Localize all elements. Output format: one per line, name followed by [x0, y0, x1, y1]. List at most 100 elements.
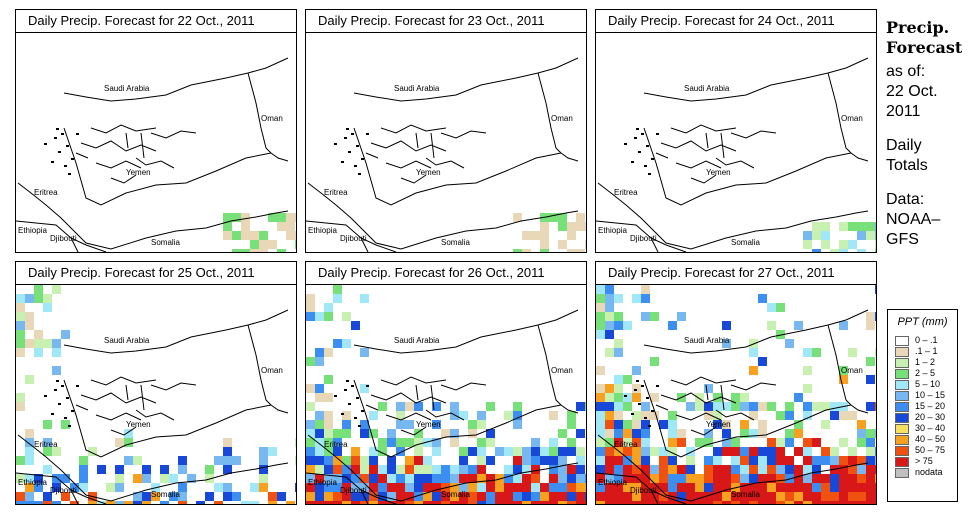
boundary-line — [596, 472, 667, 504]
precip-cell — [866, 312, 875, 321]
precip-cell — [306, 492, 315, 501]
boundary-line — [307, 434, 359, 478]
precip-cell — [794, 474, 803, 483]
precip-cell — [306, 312, 315, 321]
precip-cell — [549, 474, 558, 483]
precip-cell — [803, 456, 812, 465]
precip-cell — [450, 402, 459, 411]
precip-cell — [450, 483, 459, 492]
precip-cell — [722, 402, 731, 411]
precip-cell — [241, 213, 250, 222]
precip-cell — [623, 393, 632, 402]
precip-cell — [821, 402, 830, 411]
precip-cell — [848, 483, 857, 492]
precip-cell — [459, 456, 468, 465]
precip-cell — [650, 357, 659, 366]
precip-cell — [596, 456, 605, 465]
precip-cell — [623, 474, 632, 483]
precip-grid — [223, 213, 296, 252]
precip-cell — [659, 465, 668, 474]
map-label-eritrea: Eritrea — [614, 440, 638, 449]
precip-cell — [558, 213, 567, 222]
precip-cell — [758, 447, 767, 456]
precip-cell — [477, 483, 486, 492]
precip-cell — [605, 447, 614, 456]
precip-cell — [776, 465, 785, 474]
precip-cell — [151, 492, 160, 501]
precip-cell — [641, 447, 650, 456]
precip-cell — [549, 213, 558, 222]
precip-cell — [740, 483, 749, 492]
map-label-saudi: Saudi Arabia — [104, 84, 150, 93]
precip-cell — [43, 492, 52, 501]
precip-cell — [396, 402, 405, 411]
precip-cell — [468, 483, 477, 492]
precip-cell — [259, 465, 268, 474]
precip-cell — [223, 231, 232, 240]
island — [631, 413, 634, 415]
legend-label: .1 – 1 — [915, 346, 938, 356]
precip-cell — [794, 483, 803, 492]
precip-cell — [333, 438, 342, 447]
side-info: Precip. Forecast as of: 22 Oct. 2011 Dai… — [886, 18, 968, 250]
map-label-saudi: Saudi Arabia — [684, 336, 730, 345]
precip-cell — [450, 438, 459, 447]
map-label-yemen: Yemen — [126, 420, 151, 429]
forecast-panel-4: Daily Precip. Forecast for 25 Oct., 2011… — [15, 261, 297, 505]
precip-cell — [875, 285, 876, 294]
precip-cell — [749, 411, 758, 420]
precip-cell — [632, 483, 641, 492]
precip-cell — [25, 483, 34, 492]
precip-cell — [659, 474, 668, 483]
precip-cell — [324, 492, 333, 501]
precip-cell — [731, 492, 740, 501]
precip-cell — [614, 384, 623, 393]
precip-cell — [704, 501, 713, 504]
precip-cell — [596, 330, 605, 339]
precip-cell — [605, 312, 614, 321]
island — [354, 165, 357, 167]
precip-cell — [315, 483, 324, 492]
precip-cell — [522, 483, 531, 492]
precip-cell — [286, 501, 295, 504]
precip-cell — [396, 483, 405, 492]
precip-cell — [839, 222, 848, 231]
precip-cell — [540, 456, 549, 465]
precip-cell — [124, 429, 133, 438]
precip-cell — [596, 474, 605, 483]
map-label-saudi: Saudi Arabia — [394, 336, 440, 345]
precip-cell — [866, 447, 875, 456]
precip-cell — [596, 294, 605, 303]
precip-cell — [52, 501, 61, 504]
precip-cell — [324, 411, 333, 420]
boundary-line — [375, 244, 397, 252]
precip-cell — [160, 474, 169, 483]
precip-cell — [459, 411, 468, 420]
precip-cell — [857, 231, 866, 240]
precip-cell — [250, 483, 259, 492]
island — [638, 151, 641, 153]
legend-swatch — [895, 358, 909, 368]
precip-cell — [740, 429, 749, 438]
data-source-label: Data: — [886, 191, 925, 208]
precip-cell — [614, 312, 623, 321]
precip-cell — [378, 501, 387, 504]
precip-cell — [360, 348, 369, 357]
precip-cell — [124, 456, 133, 465]
precip-cell — [513, 483, 522, 492]
precip-cell — [52, 447, 61, 456]
precip-cell — [369, 456, 378, 465]
legend-label: 0 – .1 — [915, 335, 938, 345]
precip-cell — [803, 483, 812, 492]
precip-cell — [223, 483, 232, 492]
precip-cell — [540, 231, 549, 240]
precip-cell — [315, 357, 324, 366]
precip-cell — [650, 483, 659, 492]
precip-cell — [668, 483, 677, 492]
precip-cell — [306, 438, 315, 447]
boundary-line — [665, 244, 687, 252]
precip-cell — [360, 429, 369, 438]
legend-label: 10 – 15 — [915, 390, 946, 400]
precip-cell — [857, 501, 866, 504]
